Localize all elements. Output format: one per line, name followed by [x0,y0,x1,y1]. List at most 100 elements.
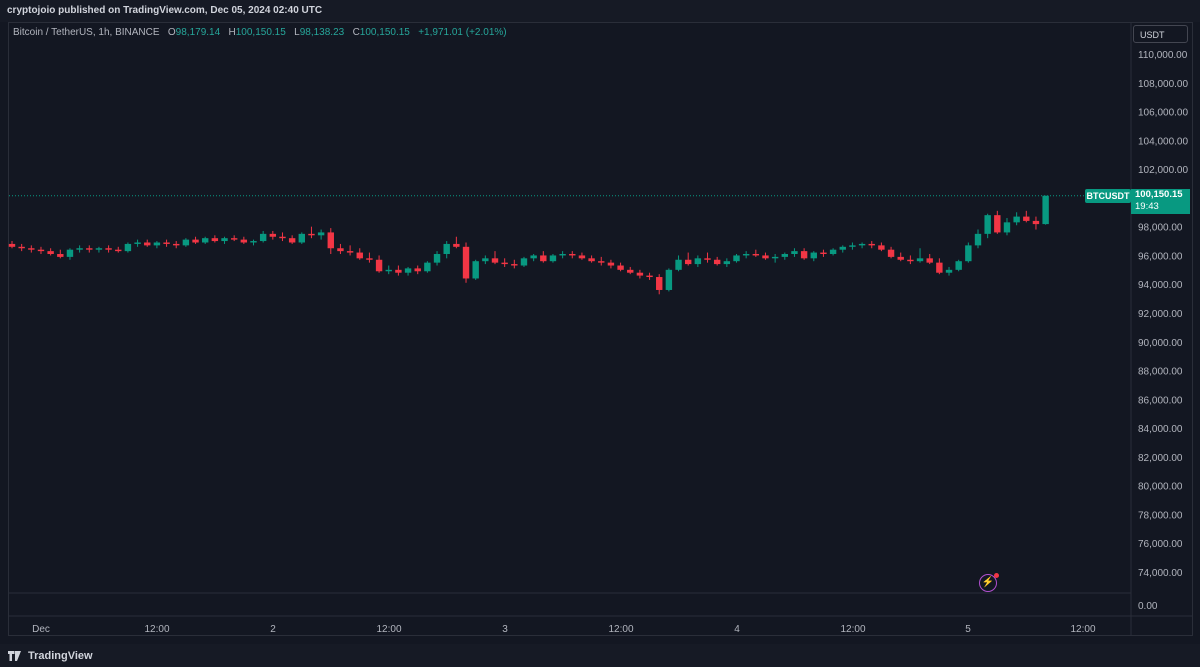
candle-body [433,254,441,263]
candle [279,232,286,242]
candle [501,258,508,267]
candle [356,248,363,260]
candle [656,274,663,295]
candle [926,254,933,265]
candle-body [202,238,209,243]
candle-body [820,252,827,255]
candle [395,265,402,276]
candle [298,232,305,244]
y-tick-label: 76,000.00 [1138,539,1183,550]
candle [259,230,267,243]
candlestick-chart[interactable]: 110,000.00 108,000.00 106,000.00 104,000.00… [0,0,1200,644]
candle [153,241,161,249]
candle-body [173,243,180,246]
candle [607,259,615,269]
candle [288,235,296,244]
candle-body [404,268,412,273]
candle-body [375,259,383,272]
candle [1023,210,1030,223]
candle-body [182,239,190,246]
candle-body [800,251,808,259]
candle [462,242,470,283]
y-tick-label: 92,000.00 [1138,309,1183,320]
candle [202,236,209,244]
candle-body [37,249,45,252]
high-value: 100,150.15 [235,27,286,38]
candle-body [1032,220,1040,225]
candle-body [742,254,750,256]
candle-body [144,242,151,246]
candle [115,246,122,253]
candle [955,259,962,272]
publish-header: cryptojoio published on TradingView.com,… [0,0,1200,22]
candle [549,254,557,263]
tradingview-logo[interactable]: TradingView [8,647,93,665]
candle-body [346,251,354,253]
change-value: +1,971.01 (+2.01%) [418,27,507,38]
candle-body [66,249,74,257]
candle [781,252,788,260]
candle [250,239,257,246]
candle-body [733,255,740,262]
candle [994,210,1001,234]
y-tick-label: 102,000.00 [1138,165,1188,176]
candle-body [250,241,257,243]
candle-body [636,272,644,276]
candle [95,246,103,253]
candle [791,248,798,257]
candle-body [385,269,392,272]
candle [829,248,837,256]
low-value: 98,138.23 [299,27,345,38]
candle [965,242,972,263]
candle [18,243,25,252]
candle-body [453,243,460,247]
candle [511,259,518,269]
candle-body [134,242,141,244]
symbol-price-tag: BTCUSDT [1085,189,1131,203]
x-tick-label: 12:00 [608,624,633,635]
candle [453,236,460,249]
candle [28,245,35,253]
candle-body [221,238,228,242]
candle-body [685,259,692,265]
candle [559,251,566,259]
candle-body [269,233,277,237]
candle-body [530,255,537,259]
candle [144,239,151,247]
candle [820,249,827,257]
candle-body [781,254,788,257]
candle-body [115,249,122,252]
candle-body [617,265,624,270]
candle-body [288,238,296,243]
candle-body [665,269,673,290]
candle [240,236,248,244]
x-tick-label: 5 [965,624,971,635]
candle [47,248,54,256]
y-tick-label: 98,000.00 [1138,223,1183,234]
candle [974,229,982,249]
x-tick-label: 12:00 [144,624,169,635]
candle [337,243,344,255]
candle [433,251,441,266]
candle [192,236,199,244]
candle [163,239,170,247]
candle [897,252,904,262]
y-tick-label: 88,000.00 [1138,367,1183,378]
grid-lines [9,23,1193,635]
candle-body [878,245,885,250]
candles [8,195,1049,295]
candle [665,268,673,292]
candle [221,236,228,244]
lightning-icon[interactable]: ⚡ [979,573,999,592]
candle-body [723,261,731,265]
chart-panel[interactable] [8,22,1193,636]
candle [76,245,83,253]
price-axis: 110,000.00 108,000.00 106,000.00 104,000.00… [1138,50,1188,612]
candle [414,265,421,275]
candle [472,259,479,280]
currency-button[interactable]: USDT [1133,25,1188,43]
candle [308,226,315,239]
y-tick-label: 110,000.00 [1138,50,1188,61]
candle-body [810,252,817,259]
candle-body [1013,216,1020,223]
